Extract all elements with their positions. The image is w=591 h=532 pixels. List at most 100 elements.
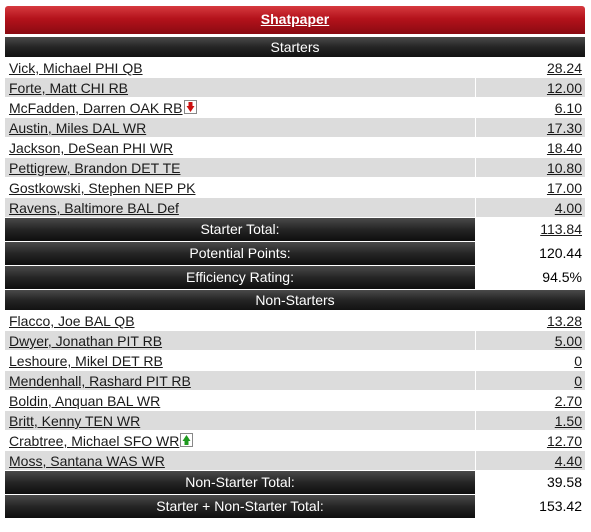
player-row: Forte, Matt CHI RB 12.00 <box>5 77 585 97</box>
player-row: Austin, Miles DAL WR 17.30 <box>5 117 585 137</box>
player-name-cell: Forte, Matt CHI RB <box>5 77 475 97</box>
player-points-link[interactable]: 10.80 <box>546 160 582 176</box>
player-points-cell: 12.00 <box>476 77 585 97</box>
player-points-cell: 4.40 <box>476 450 585 470</box>
player-points-link[interactable]: 6.10 <box>554 100 582 116</box>
player-name-cell: Flacco, Joe BAL QB <box>5 310 475 330</box>
player-points-link[interactable]: 17.30 <box>546 120 582 136</box>
player-name-cell: Austin, Miles DAL WR <box>5 117 475 137</box>
player-row: McFadden, Darren OAK RB 6.10 <box>5 97 585 117</box>
player-name-link[interactable]: Britt, Kenny TEN WR <box>9 413 141 429</box>
player-points-link[interactable]: 4.00 <box>554 200 582 216</box>
player-row: Britt, Kenny TEN WR 1.50 <box>5 410 585 430</box>
efficiency-row: Efficiency Rating: 94.5% <box>5 265 585 289</box>
player-row: Gostkowski, Stephen NEP PK 17.00 <box>5 177 585 197</box>
player-points-cell: 4.00 <box>476 197 585 217</box>
player-points-cell: 5.00 <box>476 330 585 350</box>
non-starters-section-header: Non-Starters <box>5 289 585 310</box>
player-points-link[interactable]: 2.70 <box>554 393 582 409</box>
player-points-link[interactable]: 28.24 <box>546 60 582 76</box>
player-name-link[interactable]: McFadden, Darren OAK RB <box>9 100 183 116</box>
red-down-arrow-icon[interactable] <box>183 100 197 114</box>
player-points-link[interactable]: 4.40 <box>554 453 582 469</box>
roster-table: Starters Vick, Michael PHI QB 28.24 Forte,… <box>5 37 585 518</box>
player-name-cell: Jackson, DeSean PHI WR <box>5 137 475 157</box>
player-name-cell: Britt, Kenny TEN WR <box>5 410 475 430</box>
starter-total-label: Starter Total: <box>5 217 475 241</box>
player-points-cell: 2.70 <box>476 390 585 410</box>
non-starters-list: Flacco, Joe BAL QB 13.28 Dwyer, Jonathan P… <box>5 310 585 470</box>
team-name-link[interactable]: Shatpaper <box>260 11 330 27</box>
player-points-link[interactable]: 5.00 <box>554 333 582 349</box>
player-name-cell: Crabtree, Michael SFO WR <box>5 430 475 450</box>
player-name-cell: Pettigrew, Brandon DET TE <box>5 157 475 177</box>
player-row: Ravens, Baltimore BAL Def 4.00 <box>5 197 585 217</box>
starters-section-header: Starters <box>5 37 585 57</box>
player-row: Moss, Santana WAS WR 4.40 <box>5 450 585 470</box>
player-name-link[interactable]: Dwyer, Jonathan PIT RB <box>9 333 163 349</box>
player-name-link[interactable]: Flacco, Joe BAL QB <box>9 313 135 329</box>
player-name-link[interactable]: Forte, Matt CHI RB <box>9 80 129 96</box>
player-name-link[interactable]: Ravens, Baltimore BAL Def <box>9 200 179 216</box>
player-name-link[interactable]: Boldin, Anquan BAL WR <box>9 393 161 409</box>
starters-list: Vick, Michael PHI QB 28.24 Forte, Matt CHI… <box>5 57 585 217</box>
non-starter-total-value: 39.58 <box>476 470 585 494</box>
player-points-link[interactable]: 13.28 <box>546 313 582 329</box>
player-points-cell: 17.30 <box>476 117 585 137</box>
player-points-link[interactable]: 1.50 <box>554 413 582 429</box>
player-name-link[interactable]: Leshoure, Mikel DET RB <box>9 353 163 369</box>
player-row: Leshoure, Mikel DET RB 0 <box>5 350 585 370</box>
player-name-link[interactable]: Mendenhall, Rashard PIT RB <box>9 373 191 389</box>
player-name-cell: Ravens, Baltimore BAL Def <box>5 197 475 217</box>
starter-total-row: Starter Total: 113.84 <box>5 217 585 241</box>
efficiency-value: 94.5% <box>476 265 585 289</box>
starter-total-value-cell: 113.84 <box>476 217 585 241</box>
player-name-link[interactable]: Austin, Miles DAL WR <box>9 120 147 136</box>
player-name-cell: Vick, Michael PHI QB <box>5 57 475 77</box>
starter-total-value[interactable]: 113.84 <box>540 221 582 237</box>
player-row: Jackson, DeSean PHI WR 18.40 <box>5 137 585 157</box>
player-points-cell: 0 <box>476 350 585 370</box>
player-row: Flacco, Joe BAL QB 13.28 <box>5 310 585 330</box>
player-points-cell: 0 <box>476 370 585 390</box>
player-name-cell: Dwyer, Jonathan PIT RB <box>5 330 475 350</box>
non-starter-total-row: Non-Starter Total: 39.58 <box>5 470 585 494</box>
player-points-cell: 13.28 <box>476 310 585 330</box>
player-row: Boldin, Anquan BAL WR 2.70 <box>5 390 585 410</box>
player-row: Dwyer, Jonathan PIT RB 5.00 <box>5 330 585 350</box>
player-points-cell: 12.70 <box>476 430 585 450</box>
player-points-link[interactable]: 0 <box>574 373 582 389</box>
player-name-link[interactable]: Vick, Michael PHI QB <box>9 60 143 76</box>
player-row: Pettigrew, Brandon DET TE 10.80 <box>5 157 585 177</box>
player-points-link[interactable]: 18.40 <box>546 140 582 156</box>
combined-total-value: 153.42 <box>476 494 585 518</box>
player-name-link[interactable]: Jackson, DeSean PHI WR <box>9 140 174 156</box>
non-starter-total-label: Non-Starter Total: <box>5 470 475 494</box>
player-name-cell: Boldin, Anquan BAL WR <box>5 390 475 410</box>
player-name-link[interactable]: Gostkowski, Stephen NEP PK <box>9 180 196 196</box>
efficiency-label: Efficiency Rating: <box>5 265 475 289</box>
potential-points-value: 120.44 <box>476 241 585 265</box>
combined-total-label: Starter + Non-Starter Total: <box>5 494 475 518</box>
combined-total-row: Starter + Non-Starter Total: 153.42 <box>5 494 585 518</box>
player-points-cell: 6.10 <box>476 97 585 117</box>
player-points-link[interactable]: 0 <box>574 353 582 369</box>
player-name-link[interactable]: Pettigrew, Brandon DET TE <box>9 160 181 176</box>
player-points-link[interactable]: 12.70 <box>546 433 582 449</box>
potential-points-row: Potential Points: 120.44 <box>5 241 585 265</box>
player-row: Crabtree, Michael SFO WR 12.70 <box>5 430 585 450</box>
potential-points-label: Potential Points: <box>5 241 475 265</box>
player-name-link[interactable]: Moss, Santana WAS WR <box>9 453 165 469</box>
player-row: Mendenhall, Rashard PIT RB 0 <box>5 370 585 390</box>
player-name-cell: McFadden, Darren OAK RB <box>5 97 475 117</box>
player-points-link[interactable]: 17.00 <box>546 180 582 196</box>
player-points-cell: 1.50 <box>476 410 585 430</box>
player-name-link[interactable]: Crabtree, Michael SFO WR <box>9 433 180 449</box>
player-points-cell: 28.24 <box>476 57 585 77</box>
player-points-link[interactable]: 12.00 <box>546 80 582 96</box>
player-points-cell: 18.40 <box>476 137 585 157</box>
green-up-arrow-icon[interactable] <box>180 433 194 447</box>
player-points-cell: 10.80 <box>476 157 585 177</box>
player-name-cell: Gostkowski, Stephen NEP PK <box>5 177 475 197</box>
